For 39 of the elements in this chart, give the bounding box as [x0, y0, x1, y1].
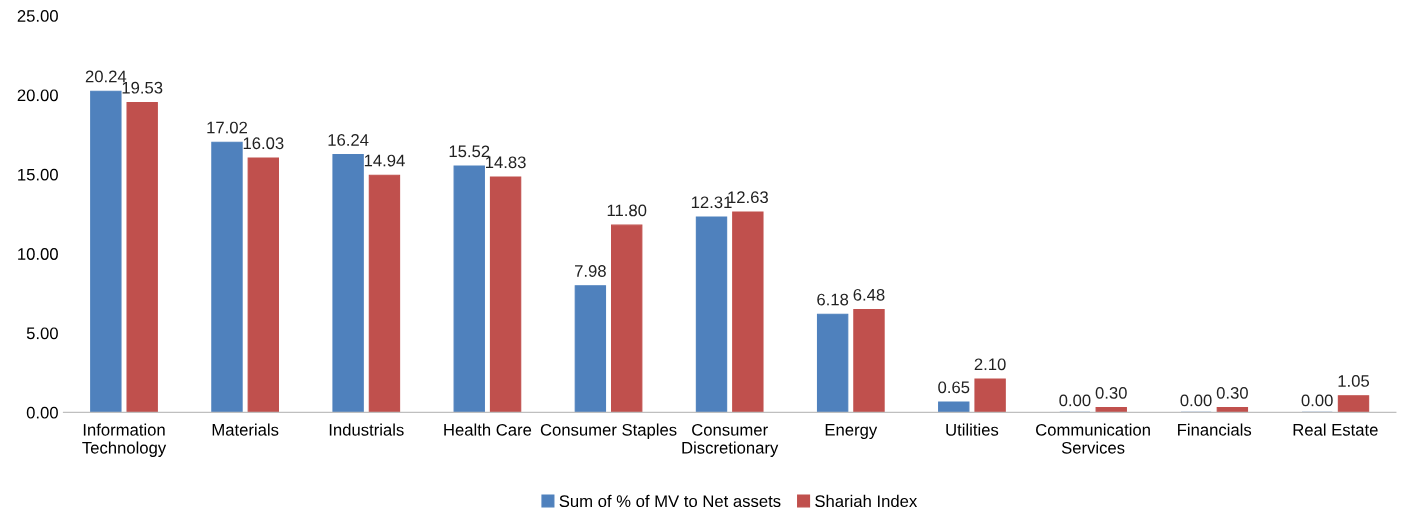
data-label: 0.30 [1095, 386, 1127, 399]
x-tick-label: Health Care [444, 423, 532, 436]
data-label: 6.48 [853, 288, 885, 301]
data-label: 0.00 [1180, 394, 1212, 407]
y-tick-label: 10.00 [18, 248, 58, 260]
x-tick-label: Communication Services [1036, 423, 1150, 454]
data-label: 0.30 [1216, 386, 1248, 399]
data-label: 6.18 [817, 293, 849, 306]
y-tick-label: 15.00 [18, 168, 58, 181]
data-label: 16.03 [243, 137, 284, 150]
data-label: 0.00 [1059, 394, 1091, 407]
data-label: 19.53 [122, 81, 163, 94]
x-tick-label: Utilities [946, 423, 999, 436]
y-tick-label: 5.00 [26, 327, 58, 340]
x-tick-label: Energy [825, 424, 878, 440]
data-label: 15.52 [449, 145, 490, 158]
data-label: 14.83 [486, 156, 526, 169]
x-tick-label: Consumer Staples [540, 423, 677, 440]
y-tick-label: 0.00 [26, 406, 58, 419]
data-label: 7.98 [575, 265, 606, 277]
data-label: 2.10 [974, 358, 1006, 371]
legend-label: Shariah Index [815, 494, 918, 508]
data-label: 1.05 [1338, 375, 1370, 387]
y-tick-label: 20.00 [17, 89, 58, 102]
y-tick-label: 25.00 [17, 10, 58, 22]
data-label: 14.94 [364, 154, 405, 167]
x-tick-label: Information Technology [82, 423, 167, 457]
data-label: 16.24 [328, 134, 369, 146]
x-tick-label: Consumer Discretionary [682, 423, 779, 457]
x-tick-label: Real Estate [1293, 423, 1378, 436]
data-label: 0.00 [1301, 394, 1333, 407]
data-label: 20.24 [85, 70, 127, 83]
x-tick-label: Materials [212, 423, 279, 436]
x-tick-label: Financials [1178, 423, 1252, 436]
legend-label: Sum of % of MV to Net assets [559, 494, 781, 508]
data-label: 0.65 [938, 381, 970, 394]
data-label: 17.02 [207, 121, 247, 134]
data-label: 11.80 [607, 204, 647, 217]
x-tick-label: Industrials [329, 423, 404, 436]
